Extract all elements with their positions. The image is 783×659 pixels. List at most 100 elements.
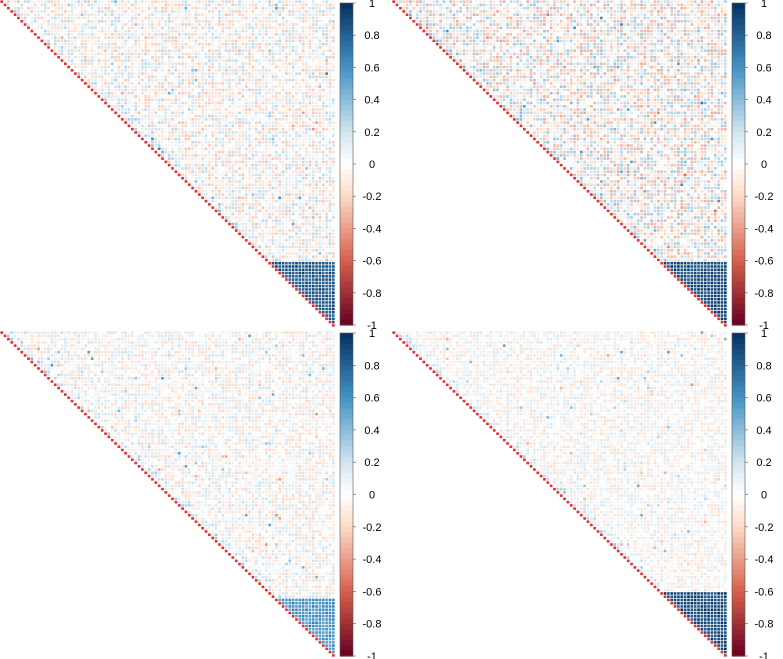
heatmap-cell — [321, 82, 325, 85]
heatmap-cell — [181, 91, 184, 95]
heatmap-cell — [204, 52, 208, 56]
heatmap-cell — [74, 13, 77, 16]
heatmap-cell — [261, 154, 265, 157]
heatmap-cell — [120, 62, 124, 66]
heatmap-cell — [325, 69, 328, 72]
heatmap-cell — [238, 131, 241, 134]
heatmap-cell — [224, 55, 228, 59]
heatmap-cell — [288, 0, 292, 3]
heatmap-cell — [298, 248, 302, 252]
heatmap-cell — [318, 62, 322, 66]
heatmap-cell — [117, 49, 121, 52]
heatmap-cell — [288, 245, 292, 249]
heatmap-cell — [244, 173, 248, 177]
heatmap-cell — [154, 140, 158, 144]
heatmap-cell — [131, 104, 134, 108]
heatmap-cell — [131, 75, 134, 79]
heatmap-cell — [288, 196, 292, 200]
heatmap-cell — [305, 225, 308, 229]
heatmap-cell — [311, 6, 315, 10]
heatmap-cell — [281, 252, 285, 255]
heatmap-cell — [278, 29, 282, 33]
heatmap-cell — [144, 127, 148, 131]
heatmap-cell — [114, 26, 117, 30]
heatmap-cell — [281, 29, 285, 33]
heatmap-cell — [211, 121, 215, 124]
heatmap-cell — [171, 23, 174, 26]
heatmap-cell — [187, 137, 191, 141]
heatmap-cell — [311, 140, 315, 144]
heatmap-cell — [177, 101, 181, 105]
heatmap-cell — [167, 6, 171, 10]
heatmap-cell — [291, 255, 295, 258]
heatmap-cell — [87, 16, 91, 20]
heatmap-cell — [321, 111, 325, 115]
heatmap-cell — [147, 72, 151, 75]
heatmap-cell — [315, 235, 318, 239]
heatmap-cell — [244, 199, 248, 203]
heatmap-cell — [332, 258, 335, 262]
heatmap-cell — [181, 114, 184, 118]
heatmap-cell — [298, 176, 302, 180]
heatmap-cell — [94, 33, 97, 36]
heatmap-cell — [154, 131, 158, 134]
heatmap-cell — [258, 121, 261, 124]
heatmap-cell — [332, 3, 335, 7]
heatmap-cell — [254, 46, 258, 49]
heatmap-cell — [147, 6, 151, 10]
heatmap-cell — [137, 118, 141, 121]
heatmap-cell — [198, 193, 201, 196]
heatmap-cell — [80, 36, 84, 39]
heatmap-cell — [244, 39, 248, 43]
heatmap-cell — [305, 157, 308, 160]
heatmap-cell — [97, 49, 101, 52]
heatmap-cell — [117, 104, 121, 108]
heatmap-cell — [258, 118, 261, 121]
heatmap-cell — [137, 33, 141, 36]
heatmap-cell — [318, 147, 322, 151]
heatmap-cell — [224, 209, 228, 213]
heatmap-cell — [238, 55, 241, 59]
heatmap-cell — [214, 121, 218, 124]
heatmap-cell — [198, 62, 201, 66]
heatmap-cell — [298, 52, 302, 56]
heatmap-cell — [278, 13, 282, 16]
heatmap-cell — [254, 157, 258, 160]
heatmap-cell — [301, 26, 305, 30]
heatmap-cell — [325, 19, 328, 23]
heatmap-cell — [114, 111, 117, 115]
heatmap-cell — [228, 150, 231, 154]
heatmap-cell — [268, 190, 271, 193]
heatmap-cell — [53, 3, 57, 7]
heatmap-cell — [110, 10, 114, 13]
heatmap-cell — [238, 16, 241, 20]
heatmap-cell — [248, 140, 251, 144]
heatmap-cell — [258, 16, 261, 20]
heatmap-cell — [308, 229, 312, 232]
heatmap-cell — [325, 137, 328, 141]
heatmap-cell — [325, 104, 328, 108]
heatmap-cell — [181, 144, 184, 147]
heatmap-cell — [332, 78, 335, 82]
heatmap-cell — [20, 6, 24, 10]
heatmap-cell — [228, 118, 231, 121]
heatmap-cell — [201, 157, 204, 160]
heatmap-cell — [254, 13, 258, 16]
heatmap-cell — [120, 52, 124, 56]
heatmap-cell — [291, 65, 295, 69]
heatmap-cell — [171, 144, 174, 147]
heatmap-cell — [305, 229, 308, 232]
heatmap-cell — [305, 134, 308, 137]
heatmap-cell — [308, 147, 312, 151]
heatmap-cell — [311, 265, 315, 268]
heatmap-cell — [308, 154, 312, 157]
heatmap-cell — [325, 62, 328, 66]
heatmap-cell — [198, 23, 201, 26]
heatmap-cell — [248, 144, 251, 147]
heatmap-cell — [211, 150, 215, 154]
heatmap-cell — [30, 0, 34, 3]
heatmap-cell — [285, 140, 288, 144]
heatmap-cell — [184, 13, 188, 16]
heatmap-cell — [265, 173, 268, 177]
heatmap-cell — [328, 104, 332, 108]
